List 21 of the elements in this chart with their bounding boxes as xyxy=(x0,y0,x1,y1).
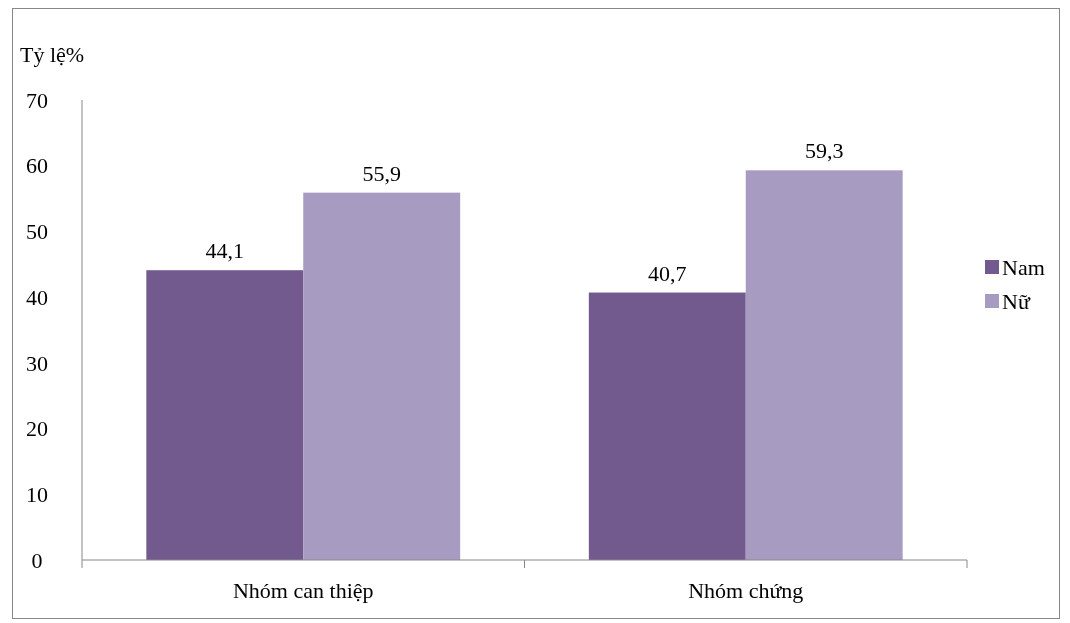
y-tick-label: 70 xyxy=(26,87,48,113)
y-tick-label: 20 xyxy=(26,416,48,442)
text: 40,7 xyxy=(648,260,687,286)
y-tick-label: 50 xyxy=(26,219,48,245)
x-tick-label: Nhóm chứng xyxy=(688,578,804,603)
y-tick-label: 40 xyxy=(26,284,48,310)
legend-label: Nam xyxy=(1002,254,1045,280)
y-tick-label: 60 xyxy=(26,153,48,179)
text: 55,9 xyxy=(362,160,401,186)
y-axis-title: Tỷ lệ% xyxy=(20,42,85,67)
bar xyxy=(303,192,461,560)
bar xyxy=(588,292,746,560)
bar xyxy=(146,270,304,560)
y-tick-label: 30 xyxy=(26,350,48,376)
legend-label: Nữ xyxy=(1002,288,1031,314)
bar xyxy=(745,170,903,560)
x-tick-label: Nhóm can thiệp xyxy=(232,578,374,603)
text: 59,3 xyxy=(804,138,844,164)
text: 44,1 xyxy=(205,238,245,264)
y-tick-label: 10 xyxy=(26,481,48,507)
y-tick-label: 0 xyxy=(31,547,43,573)
